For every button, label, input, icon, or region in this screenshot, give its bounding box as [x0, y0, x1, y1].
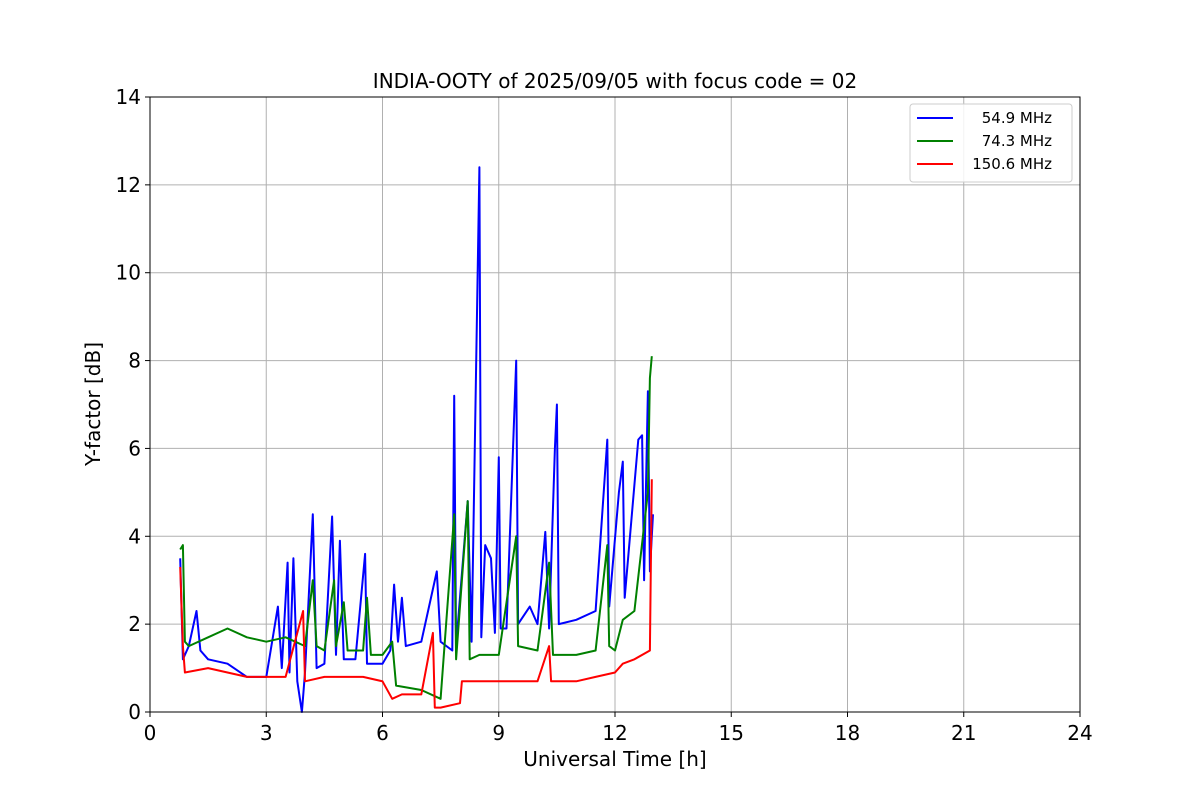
x-tick-label: 15 [719, 721, 744, 745]
x-tick-label: 3 [260, 721, 273, 745]
chart-title: INDIA-OOTY of 2025/09/05 with focus code… [373, 69, 857, 93]
y-tick-label: 2 [128, 612, 141, 636]
series-line-74-3-mhz [179, 356, 653, 700]
legend: 54.9 MHz 74.3 MHz 150.6 MHz [909, 103, 1073, 183]
series-line-150-6-mhz [179, 479, 653, 709]
legend-label: 54.9 MHz [982, 109, 1052, 127]
series-line-54-9-mhz [179, 166, 654, 713]
x-tick-label: 18 [835, 721, 860, 745]
x-tick-label: 21 [951, 721, 976, 745]
y-tick-label: 12 [116, 173, 141, 197]
y-tick-label: 4 [128, 524, 141, 548]
legend-label: 150.6 MHz [972, 155, 1052, 173]
y-tick-label: 14 [116, 85, 141, 109]
series-layer [179, 166, 654, 713]
y-tick-label: 6 [128, 436, 141, 460]
y-axis-label: Y-factor [dB] [81, 342, 105, 467]
y-tick-label: 8 [128, 349, 141, 373]
x-tick-label: 9 [492, 721, 505, 745]
y-tick-label: 0 [128, 700, 141, 724]
x-axis-label: Universal Time [h] [523, 747, 706, 771]
x-tick-label: 24 [1067, 721, 1092, 745]
legend-box [909, 103, 1073, 183]
x-axis: 0 3 6 9 12 15 18 21 24 [144, 712, 1093, 745]
x-tick-label: 0 [144, 721, 157, 745]
legend-label: 74.3 MHz [982, 132, 1052, 150]
x-tick-label: 6 [376, 721, 389, 745]
y-axis: 0 2 4 6 8 10 12 14 [116, 85, 150, 724]
y-tick-label: 10 [116, 261, 141, 285]
x-tick-label: 12 [602, 721, 627, 745]
